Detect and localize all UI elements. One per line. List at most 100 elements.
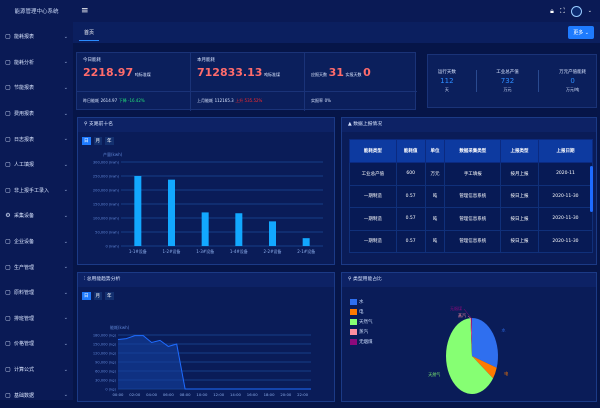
menu-toggle-icon[interactable]: ≡ xyxy=(81,6,89,16)
table-cell: 吨 xyxy=(424,229,446,253)
yesterday-label: 昨日能耗 xyxy=(83,98,99,103)
app-title: 能源管理中心系统 xyxy=(14,9,59,15)
chevron-down-icon: ⌄ xyxy=(63,392,68,399)
bar xyxy=(302,238,310,246)
report-icon: ▢ xyxy=(5,33,11,41)
month-value: 712833.13 xyxy=(197,66,263,79)
table-cell: 吨 xyxy=(424,207,446,231)
stat-unit: 万元 xyxy=(503,87,512,92)
price-icon: ▢ xyxy=(5,340,11,348)
table-row[interactable]: 一期制造 0.57 吨管理信息系统 按日上报 2020-11-30 xyxy=(349,229,594,253)
sidebar-item[interactable]: ⚙ 采集设备 ⌄ xyxy=(0,203,73,229)
stat-label: 万元产值能耗 xyxy=(559,70,587,75)
pie-slice xyxy=(472,318,498,368)
sidebar-item[interactable]: ▢ 排班管理 ⌄ xyxy=(0,306,73,332)
chevron-down-icon: ⌄ xyxy=(63,264,68,271)
sidebar-item[interactable]: ▢ 人工填报 ⌄ xyxy=(0,152,73,178)
bar xyxy=(168,179,175,246)
period-month-button[interactable]: 月 xyxy=(93,137,102,145)
table-header: 能耗类型 xyxy=(349,139,397,163)
sidebar-item-label: 计算公式 xyxy=(14,367,35,374)
avatar[interactable] xyxy=(570,5,582,17)
sidebar-item-label: 采集设备 xyxy=(14,213,35,220)
x-tick-label: 02:00 xyxy=(129,392,141,397)
manual-icon: ▢ xyxy=(5,186,11,194)
x-tick-label: 18:00 xyxy=(264,392,276,397)
table-cell: 一期制造 xyxy=(349,184,397,208)
chevron-down-icon: ⌄ xyxy=(63,136,68,143)
sidebar-item[interactable]: ▢ 计算公式 ⌄ xyxy=(0,357,73,383)
sidebar-item[interactable]: ▢ 企业设备 ⌄ xyxy=(0,229,73,255)
top-bar: ≡ 🔒︎ ⛶ ⌄ xyxy=(73,0,600,22)
pie-slice xyxy=(446,318,494,394)
period-year-button[interactable]: 年 xyxy=(105,137,114,145)
x-tick-label: 22:00 xyxy=(297,392,309,397)
chart-icon: ⫶ xyxy=(84,277,87,282)
sidebar-item[interactable]: ▢ 能耗分析 ⌄ xyxy=(0,50,73,76)
pie-label: 电 xyxy=(504,370,508,376)
data-icon: ▢ xyxy=(5,391,11,399)
y-tick-label: 180,000 (kg) xyxy=(93,334,117,338)
fullscreen-icon[interactable]: ⛶ xyxy=(559,6,565,15)
more-button[interactable]: 更多 ⌄ xyxy=(568,26,594,39)
sidebar-item[interactable]: ▢ 原料管理 ⌄ xyxy=(0,280,73,306)
table-row[interactable]: 工业总产值 600 万元 手工填报 按月上报 2020-11 xyxy=(349,162,594,186)
table-cell: 0.57 xyxy=(395,229,426,253)
sidebar-item[interactable]: ▢ 基础数据 ⌄ xyxy=(0,382,73,408)
sidebar-item[interactable]: ▢ 节能报表 ⌄ xyxy=(0,75,73,101)
sidebar-item-label: 人工填报 xyxy=(14,162,35,169)
chevron-down-icon: ⌄ xyxy=(63,238,68,245)
legend-item[interactable]: 无烟煤 xyxy=(350,339,373,345)
x-tick-label: 2-1#设备 xyxy=(297,248,315,254)
period-month-button[interactable]: 月 xyxy=(93,292,102,300)
stat-unit: 万元/吨 xyxy=(565,87,580,92)
sidebar-item-label: 非上报手工录入 xyxy=(14,187,50,194)
x-tick-label: 1-3#设备 xyxy=(196,248,214,254)
sidebar-item-label: 生产管理 xyxy=(14,264,35,271)
legend-item[interactable]: 电 xyxy=(350,309,373,315)
tab-bar: 首页 更多 ⌄ xyxy=(73,22,600,43)
table-header: 单位 xyxy=(424,139,446,163)
chevron-down-icon: ⌄ xyxy=(63,84,68,91)
x-tick-label: 1-1#设备 xyxy=(129,248,147,254)
sidebar-item-label: 能耗分析 xyxy=(14,59,35,66)
legend-item[interactable]: 蒸汽 xyxy=(350,329,373,335)
table-header: 能耗值 xyxy=(395,139,426,163)
table-cell: 管理信息系统 xyxy=(444,229,502,253)
table-scrollbar[interactable] xyxy=(590,166,593,212)
x-tick-label: 12:00 xyxy=(213,392,225,397)
y-tick-label: 30,000 (kg) xyxy=(95,379,116,383)
legend-swatch xyxy=(350,329,357,335)
table-cell: 按月上报 xyxy=(500,162,539,186)
legend-item[interactable]: 水 xyxy=(350,299,373,305)
sidebar-item[interactable]: ▢ 非上报手工录入 ⌄ xyxy=(0,178,73,204)
chevron-down-icon: ⌄ xyxy=(63,289,68,296)
table-header: 上报日期 xyxy=(537,139,594,163)
period-year-button[interactable]: 年 xyxy=(105,292,114,300)
table-row[interactable]: 一期制造 0.57 吨管理信息系统 按日上报 2020-11-30 xyxy=(349,184,594,208)
analysis-icon: ▢ xyxy=(5,58,11,66)
period-day-button[interactable]: 日 xyxy=(82,137,91,145)
sidebar-item[interactable]: ▢ 日志报表 ⌄ xyxy=(0,126,73,152)
type-share-panel: ⚲ 类型用能占比 水电天然气 蒸汽 无烟煤 水电天然气 蒸汽 无烟煤 xyxy=(341,272,597,402)
chevron-down-icon[interactable]: ⌄ xyxy=(587,8,592,14)
divider xyxy=(538,70,540,92)
sidebar-item[interactable]: ▢ 生产管理 ⌄ xyxy=(0,254,73,280)
top-branches-panel: ⚲ 支路前十名 日月年 产量(kwh) 0 (kwh) 50,000 (kwh) 10… xyxy=(77,117,335,265)
lock-icon[interactable]: 🔒︎ xyxy=(550,6,554,15)
table-cell: 按日上报 xyxy=(500,229,539,253)
tab-home[interactable]: 首页 xyxy=(79,25,100,41)
panel-title: 数据上报情况 xyxy=(353,122,383,127)
x-tick-label: 1-4#设备 xyxy=(230,248,248,254)
table-row[interactable]: 一期制造 0.57 吨管理信息系统 按日上报 2020-11-30 xyxy=(349,207,594,231)
sidebar-item[interactable]: ▢ 能耗报表 ⌄ xyxy=(0,24,73,50)
table-cell: 吨 xyxy=(424,184,446,208)
sidebar-item[interactable]: ▢ 费用报表 ⌄ xyxy=(0,101,73,127)
period-day-button[interactable]: 日 xyxy=(82,292,91,300)
legend-item[interactable]: 天然气 xyxy=(350,319,373,325)
sidebar-item[interactable]: ▢ 价格管理 ⌄ xyxy=(0,331,73,357)
stat-unit: 天 xyxy=(444,87,449,92)
month-label: 本月能耗 xyxy=(197,58,215,63)
table-header: 上报类型 xyxy=(500,139,539,163)
